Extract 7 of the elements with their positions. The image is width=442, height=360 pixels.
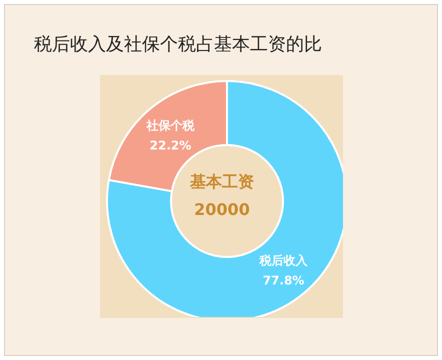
slice-label: 社保个税 [145,118,196,133]
slice-label: 税后收入 [258,253,309,268]
data-label: 22.2% [150,138,192,153]
text: 20000 [193,200,251,219]
chart-title: 税后收入及社保个税占基本工资的比 [34,33,322,56]
text: 基本工资 [189,172,255,193]
data-label: 77.8% [262,273,304,288]
